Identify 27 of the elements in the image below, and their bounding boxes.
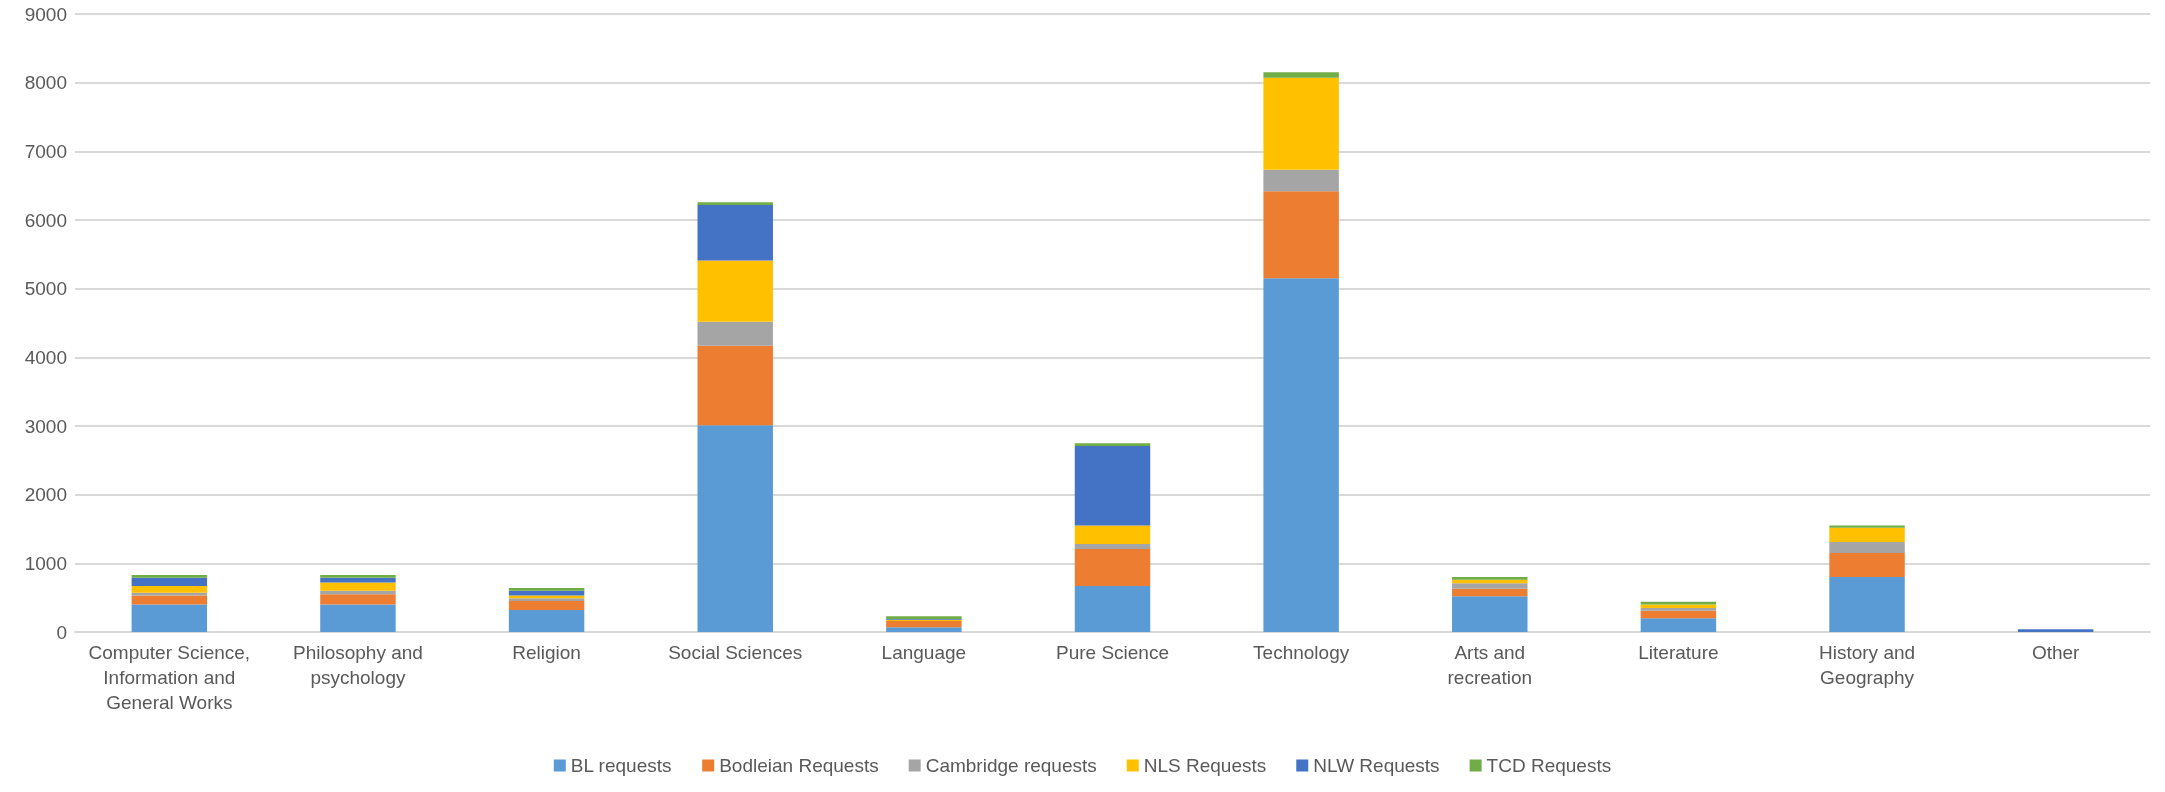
x-tick-label: History and Geography	[1818, 642, 1916, 688]
legend-label: NLW Requests	[1313, 755, 1440, 776]
y-tick-label: 0	[56, 621, 67, 643]
legend-label: TCD Requests	[1486, 755, 1612, 776]
y-tick-label: 1000	[24, 552, 67, 574]
x-tick-label: Literature	[1638, 642, 1719, 663]
x-tick-label: Computer Science, Information and General Works	[88, 642, 251, 713]
legend-label: NLS Requests	[1143, 755, 1267, 776]
x-tick-label: Religion	[512, 642, 581, 663]
x-tick-label: Language	[881, 642, 967, 663]
x-tick-label: Technology	[1253, 642, 1350, 663]
x-tick-label: Other	[2031, 642, 2081, 663]
x-tick-label: Social Sciences	[668, 642, 803, 663]
y-tick-label: 9000	[24, 3, 67, 25]
x-tick-label: Arts and recreation	[1447, 642, 1533, 688]
y-tick-label: 6000	[24, 209, 67, 231]
y-tick-label: 3000	[24, 415, 67, 437]
y-tick-label: 4000	[24, 346, 67, 368]
x-tick-label: Pure Science	[1055, 642, 1170, 663]
y-tick-label: 8000	[24, 72, 67, 94]
y-tick-label: 5000	[24, 278, 67, 300]
y-tick-label: 2000	[24, 484, 67, 506]
y-tick-label: 7000	[24, 140, 67, 162]
legend-label: BL requests	[570, 755, 672, 776]
x-tick-label: Philosophy and psychology	[292, 642, 423, 688]
legend-label: Cambridge requests	[925, 755, 1097, 776]
legend-label: Bodleian Requests	[719, 755, 879, 776]
